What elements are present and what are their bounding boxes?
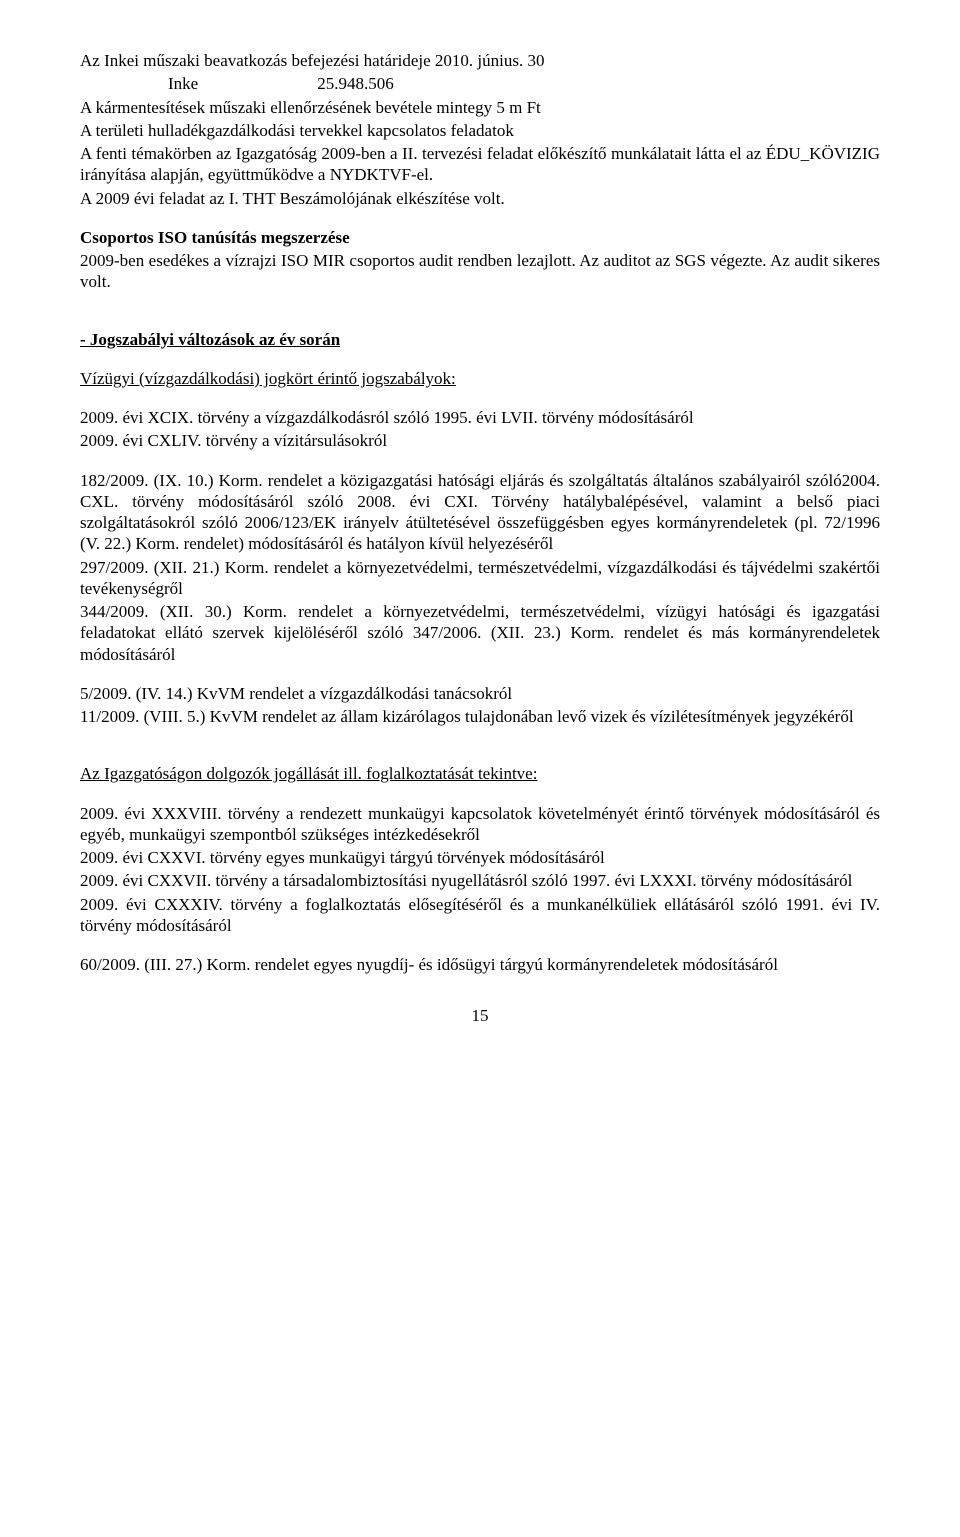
paragraph-6: A 2009 évi feladat az I. THT Beszámolójá… — [80, 188, 880, 209]
paragraph-10: 182/2009. (IX. 10.) Korm. rendelet a köz… — [80, 470, 880, 555]
paragraph-9: 2009. évi CXLIV. törvény a vízitársuláso… — [80, 430, 880, 451]
paragraph-1: Az Inkei műszaki beavatkozás befejezési … — [80, 50, 880, 71]
paragraph-8: 2009. évi XCIX. törvény a vízgazdálkodás… — [80, 407, 880, 428]
paragraph-11: 297/2009. (XII. 21.) Korm. rendelet a kö… — [80, 557, 880, 600]
paragraph-19: 60/2009. (III. 27.) Korm. rendelet egyes… — [80, 954, 880, 975]
paragraph-7: 2009-ben esedékes a vízrajzi ISO MIR cso… — [80, 250, 880, 293]
paragraph-17: 2009. évi CXXVII. törvény a társadalombi… — [80, 870, 880, 891]
paragraph-13: 5/2009. (IV. 14.) KvVM rendelet a vízgaz… — [80, 683, 880, 704]
paragraph-5: A fenti témakörben az Igazgatóság 2009-b… — [80, 143, 880, 186]
paragraph-14: 11/2009. (VIII. 5.) KvVM rendelet az áll… — [80, 706, 880, 727]
spacer — [80, 311, 880, 329]
heading-iso: Csoportos ISO tanúsítás megszerzése — [80, 227, 880, 248]
spacer — [80, 745, 880, 763]
heading-regulation-changes: - Jogszabályi változások az év során — [80, 329, 880, 350]
paragraph-16: 2009. évi CXXVI. törvény egyes munkaügyi… — [80, 847, 880, 868]
paragraph-12: 344/2009. (XII. 30.) Korm. rendelet a kö… — [80, 601, 880, 665]
page-number: 15 — [80, 1005, 880, 1026]
paragraph-15: 2009. évi XXXVIII. törvény a rendezett m… — [80, 803, 880, 846]
heading-water-law: Vízügyi (vízgazdálkodási) jogkört érintő… — [80, 368, 880, 389]
paragraph-4: A területi hulladékgazdálkodási tervekke… — [80, 120, 880, 141]
paragraph-3: A kármentesítések műszaki ellenőrzésének… — [80, 97, 880, 118]
paragraph-2: Inke 25.948.506 — [168, 73, 880, 94]
paragraph-18: 2009. évi CXXXIV. törvény a foglalkoztat… — [80, 894, 880, 937]
document-page: Az Inkei műszaki beavatkozás befejezési … — [0, 0, 960, 1067]
heading-employment: Az Igazgatóságon dolgozók jogállását ill… — [80, 763, 880, 784]
